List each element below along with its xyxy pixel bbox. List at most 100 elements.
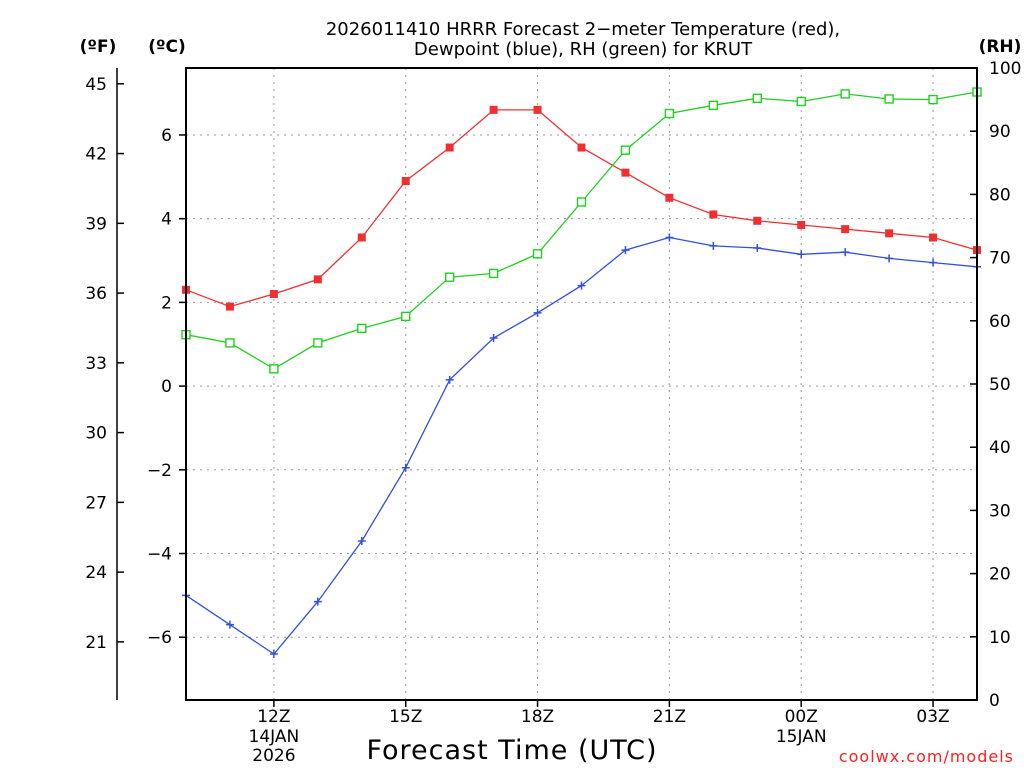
x-tick-label: 00Z <box>785 707 818 727</box>
rh-point <box>620 145 631 155</box>
rh-tick-label: 50 <box>989 375 1011 395</box>
rh-tick-label: 100 <box>989 59 1021 79</box>
fahrenheit-tick-label: 24 <box>85 563 107 583</box>
celsius-tick-label: 4 <box>161 210 172 230</box>
fahrenheit-tick-label: 21 <box>85 633 107 653</box>
rh-point <box>269 364 279 374</box>
fahrenheit-tick-label: 45 <box>85 75 107 95</box>
temperature-point <box>929 233 938 242</box>
dewpoint-point <box>841 248 850 257</box>
rh-tick-label: 20 <box>989 565 1011 585</box>
rh-unit-label: (RH) <box>979 37 1022 57</box>
fahrenheit-tick-label: 33 <box>85 354 107 374</box>
rh-tick-label: 80 <box>989 185 1011 205</box>
dewpoint-point <box>225 620 234 629</box>
dewpoint-point <box>489 333 498 342</box>
temperature-point <box>533 105 542 114</box>
rh-point <box>752 93 762 104</box>
temperature-point <box>401 177 410 186</box>
rh-point <box>357 323 367 334</box>
series-layer <box>181 87 982 658</box>
rh-tick-label: 40 <box>989 438 1011 458</box>
x-tick-date: 14JAN <box>249 727 300 747</box>
rh-point <box>796 96 806 107</box>
x-tick-label: 15Z <box>389 707 422 727</box>
dewpoint-point <box>533 308 542 317</box>
rh-point <box>532 249 543 259</box>
temperature-point <box>885 229 894 238</box>
rh-point <box>444 272 455 282</box>
celsius-tick-label: −6 <box>147 628 172 648</box>
rh-tick-label: 60 <box>989 312 1011 332</box>
celsius-unit-label: (ºC) <box>148 37 186 57</box>
temperature-point <box>665 193 674 202</box>
temperature-point <box>225 302 234 311</box>
temperature-point <box>841 225 850 234</box>
rh-tick-label: 30 <box>989 501 1011 521</box>
temperature-point <box>489 105 498 114</box>
temperature-point <box>621 168 630 177</box>
dewpoint-point <box>885 254 894 263</box>
temperature-point <box>269 290 278 299</box>
dewpoint-line <box>185 236 978 655</box>
x-tick-label: 18Z <box>521 707 554 727</box>
rh-point <box>664 108 675 119</box>
dewpoint-point <box>445 375 454 384</box>
rh-point <box>313 338 323 348</box>
rh-point <box>225 338 235 348</box>
rh-tick-label: 70 <box>989 249 1011 269</box>
dewpoint-point <box>357 536 366 545</box>
temperature-point <box>709 210 718 219</box>
dewpoint-point <box>621 246 630 255</box>
fahrenheit-tick-label: 36 <box>85 284 107 304</box>
credit-text: coolwx.com/models <box>839 747 1014 766</box>
fahrenheit-tick-label: 27 <box>85 493 107 513</box>
celsius-tick-label: 0 <box>161 377 172 397</box>
dewpoint-point <box>709 241 718 250</box>
fahrenheit-tick-label: 42 <box>85 145 107 165</box>
rh-point <box>708 100 719 110</box>
x-tick-label: 12Z <box>257 707 290 727</box>
plot-frame <box>185 67 978 701</box>
celsius-tick-label: 6 <box>161 126 172 146</box>
rh-tick-label: 90 <box>989 122 1011 142</box>
x-tick-label: 03Z <box>916 707 949 727</box>
dewpoint-point <box>269 649 278 658</box>
celsius-tick-label: −2 <box>147 461 172 481</box>
dewpoint-point <box>665 233 674 242</box>
fahrenheit-tick-label: 39 <box>85 214 107 234</box>
x-tick-year: 2026 <box>252 746 295 766</box>
temperature-point <box>357 233 366 242</box>
x-tick-date: 15JAN <box>776 727 827 747</box>
chart-title: 2026011410 HRRR Forecast 2−meter Tempera… <box>326 19 840 40</box>
grid-lines <box>186 68 977 700</box>
x-axis-title: Forecast Time (UTC) <box>366 735 657 766</box>
rh-tick-label: 0 <box>989 691 1000 711</box>
rh-point <box>840 89 850 99</box>
dewpoint-point <box>577 281 586 290</box>
rh-point <box>884 94 894 104</box>
temperature-line <box>185 109 978 308</box>
fahrenheit-unit-label: (ºF) <box>80 37 117 57</box>
x-tick-label: 21Z <box>653 707 686 727</box>
temperature-point <box>753 216 762 225</box>
rh-point <box>576 197 587 207</box>
temperature-point <box>797 220 806 229</box>
rh-point <box>928 94 938 105</box>
rh-point <box>488 268 499 279</box>
rh-tick-label: 10 <box>989 628 1011 648</box>
temperature-point <box>313 275 322 284</box>
rh-point <box>401 311 411 322</box>
dewpoint-point <box>797 250 806 259</box>
temperature-point <box>445 143 454 152</box>
celsius-tick-label: 2 <box>161 293 172 313</box>
celsius-tick-label: −4 <box>147 545 172 565</box>
temperature-point <box>577 143 586 152</box>
dewpoint-point <box>753 243 762 252</box>
dewpoint-point <box>401 463 410 472</box>
dewpoint-point <box>313 597 322 606</box>
dewpoint-point <box>929 258 938 267</box>
fahrenheit-tick-label: 30 <box>85 424 107 444</box>
